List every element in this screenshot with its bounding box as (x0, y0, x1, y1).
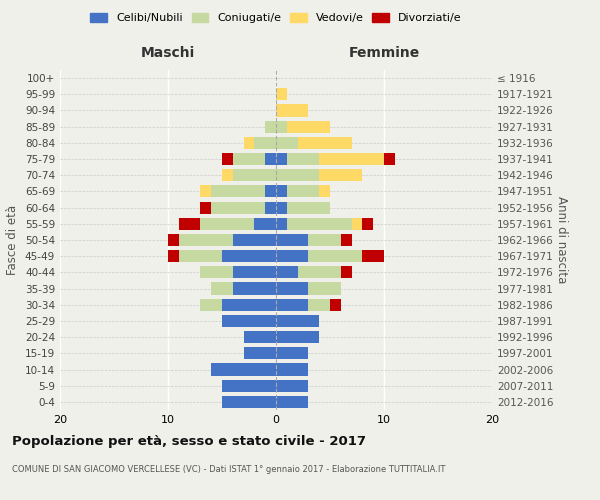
Bar (179, 218, 200, 230)
Bar (319, 169, 362, 181)
Bar (287, 153, 319, 165)
Bar (254, 137, 276, 149)
Bar (276, 315, 319, 327)
Text: COMUNE DI SAN GIACOMO VERCELLESE (VC) - Dati ISTAT 1° gennaio 2017 - Elaborazion: COMUNE DI SAN GIACOMO VERCELLESE (VC) - … (12, 465, 445, 474)
Bar (222, 396, 276, 408)
Bar (308, 282, 341, 294)
Bar (384, 153, 395, 165)
Bar (276, 396, 308, 408)
Bar (308, 234, 341, 246)
Bar (276, 250, 308, 262)
Bar (233, 266, 276, 278)
Bar (222, 380, 276, 392)
Y-axis label: Fasce di età: Fasce di età (7, 205, 19, 275)
Bar (265, 202, 276, 213)
Bar (276, 331, 319, 343)
Bar (265, 120, 276, 132)
Bar (276, 234, 308, 246)
Bar (200, 202, 211, 213)
Text: Maschi: Maschi (141, 46, 195, 60)
Bar (222, 169, 233, 181)
Bar (298, 266, 341, 278)
Bar (276, 88, 287, 101)
Bar (200, 218, 254, 230)
Bar (276, 104, 308, 117)
Bar (362, 218, 373, 230)
Bar (362, 250, 384, 262)
Bar (276, 202, 287, 213)
Bar (222, 153, 233, 165)
Bar (233, 282, 276, 294)
Bar (319, 153, 384, 165)
Bar (276, 153, 287, 165)
Bar (211, 364, 276, 376)
Bar (222, 250, 276, 262)
Bar (276, 364, 308, 376)
Bar (276, 348, 308, 360)
Bar (244, 331, 276, 343)
Bar (200, 186, 211, 198)
Bar (168, 234, 179, 246)
Bar (276, 169, 319, 181)
Bar (276, 186, 287, 198)
Bar (211, 282, 233, 294)
Bar (233, 234, 276, 246)
Bar (341, 266, 352, 278)
Bar (211, 202, 265, 213)
Bar (265, 153, 276, 165)
Bar (341, 234, 352, 246)
Bar (330, 298, 341, 311)
Bar (276, 137, 298, 149)
Bar (287, 218, 352, 230)
Bar (298, 137, 352, 149)
Bar (276, 120, 287, 132)
Bar (287, 202, 330, 213)
Bar (211, 186, 265, 198)
Bar (200, 266, 233, 278)
Bar (287, 120, 330, 132)
Bar (319, 186, 330, 198)
Bar (276, 298, 308, 311)
Bar (254, 218, 276, 230)
Y-axis label: Anni di nascita: Anni di nascita (554, 196, 568, 284)
Bar (308, 250, 362, 262)
Text: Femmine: Femmine (349, 46, 419, 60)
Bar (352, 218, 362, 230)
Bar (276, 218, 287, 230)
Bar (244, 348, 276, 360)
Bar (179, 250, 222, 262)
Bar (276, 266, 298, 278)
Bar (244, 137, 254, 149)
Bar (276, 282, 308, 294)
Bar (179, 234, 233, 246)
Bar (287, 186, 319, 198)
Bar (276, 380, 308, 392)
Bar (233, 169, 276, 181)
Legend: Celibi/Nubili, Coniugati/e, Vedovi/e, Divorziati/e: Celibi/Nubili, Coniugati/e, Vedovi/e, Di… (86, 8, 466, 28)
Bar (233, 153, 265, 165)
Bar (222, 298, 276, 311)
Text: Popolazione per età, sesso e stato civile - 2017: Popolazione per età, sesso e stato civil… (12, 435, 366, 448)
Bar (308, 298, 330, 311)
Bar (200, 298, 222, 311)
Bar (265, 186, 276, 198)
Bar (222, 315, 276, 327)
Bar (168, 250, 179, 262)
